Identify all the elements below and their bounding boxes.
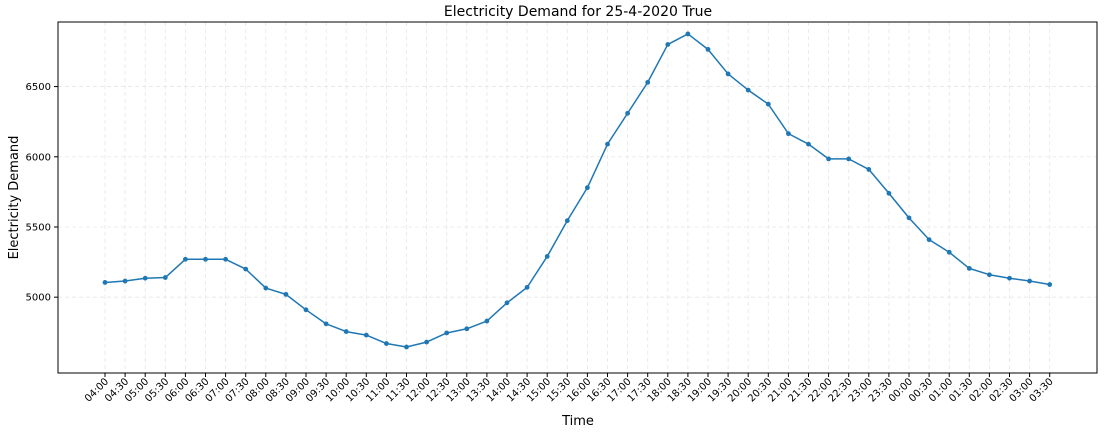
data-point [203,256,208,262]
data-point [162,275,168,280]
data-point [705,46,711,52]
data-point [263,285,269,291]
data-point [585,185,590,191]
data-point [765,101,771,107]
data-point [323,321,329,327]
data-point [926,237,932,243]
data-point [866,167,872,172]
data-point [665,42,671,47]
data-point [725,71,731,77]
chart-title: Electricity Demand for 25-4-2020 True [444,4,712,20]
data-point [1027,278,1032,284]
data-point [464,326,470,332]
x-axis-label: Time [561,414,594,429]
data-point [1007,275,1012,281]
data-point [826,156,831,162]
data-point [846,156,852,162]
data-point [122,278,128,284]
y-tick-label: 6000 [26,152,51,163]
data-point [504,300,510,306]
data-point [886,190,892,196]
series-line [104,33,1050,348]
data-point [966,266,972,271]
data-point [906,215,912,221]
data-point [102,280,108,285]
data-point [303,307,309,313]
data-point [343,329,349,334]
data-point [625,110,630,116]
data-point [404,344,409,350]
data-point [484,318,490,324]
series-layer [102,31,1053,350]
data-point [363,332,369,338]
data-point [745,87,751,93]
x-axis-ticks: 04:0004:3005:0005:3006:0006:3007:0007:30… [83,373,1056,405]
y-tick-label: 5000 [26,293,51,304]
data-point [645,79,651,85]
data-point [806,141,811,147]
y-axis-ticks: 5000 5500 6000 6500 [26,82,58,304]
data-point [605,141,610,147]
data-point [444,330,450,336]
data-point [987,272,992,278]
data-point [183,256,188,262]
data-point [786,131,791,137]
data-point [564,218,570,224]
y-tick-label: 6500 [26,82,51,93]
data-point [142,275,148,281]
data-point [384,341,389,346]
plot-frame [57,21,1098,374]
data-point [524,284,530,290]
grid-lines [58,22,1097,373]
y-axis-label: Electricity Demand [7,136,22,260]
data-point [946,249,952,255]
data-point [283,291,289,297]
data-point [1047,282,1053,287]
data-point [243,266,249,272]
data-point [685,31,691,37]
y-tick-label: 5500 [26,222,51,233]
data-point [424,339,429,345]
data-point [544,254,550,259]
data-point [223,256,229,262]
